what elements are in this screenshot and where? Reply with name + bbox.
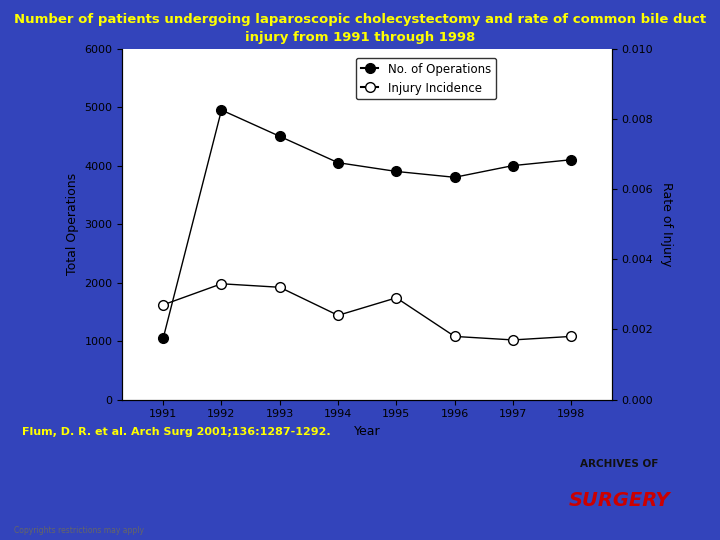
Text: SURGERY: SURGERY (568, 491, 670, 510)
Text: Number of patients undergoing laparoscopic cholecystectomy and rate of common bi: Number of patients undergoing laparoscop… (14, 14, 706, 44)
Legend: No. of Operations, Injury Incidence: No. of Operations, Injury Incidence (356, 58, 496, 99)
Text: Flum, D. R. et al. Arch Surg 2001;136:1287-1292.: Flum, D. R. et al. Arch Surg 2001;136:12… (22, 427, 330, 437)
Y-axis label: Total Operations: Total Operations (66, 173, 79, 275)
X-axis label: Year: Year (354, 425, 380, 438)
Y-axis label: Rate of Injury: Rate of Injury (660, 182, 673, 266)
Text: ARCHIVES OF: ARCHIVES OF (580, 459, 658, 469)
Text: Copyrights restrictions may apply: Copyrights restrictions may apply (14, 525, 145, 535)
